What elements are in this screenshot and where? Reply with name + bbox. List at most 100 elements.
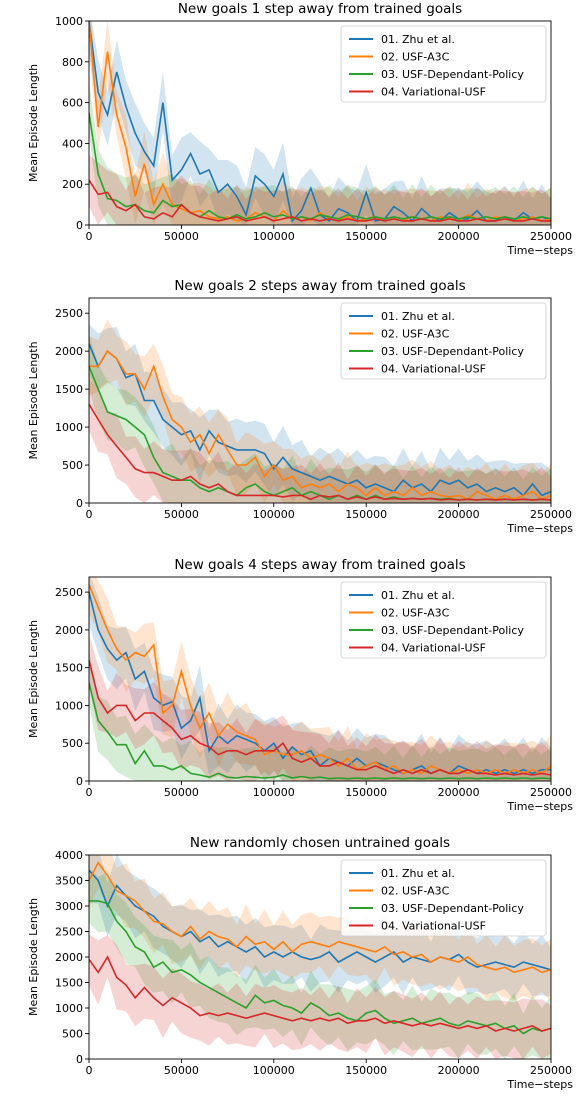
legend-box <box>340 302 547 380</box>
x-axis-label: Time−steps <box>506 244 573 257</box>
legend: 01. Zhu et al. 02. USF-A3C 03. USF-Dependa… <box>340 25 547 103</box>
y-tick-label: 2500 <box>55 926 83 939</box>
x-tick-label: 50000 <box>164 230 199 243</box>
x-tick-label: 250000 <box>530 1064 572 1077</box>
x-tick-label: 200000 <box>438 230 480 243</box>
x-tick-label: 250000 <box>530 786 572 799</box>
y-tick-label: 500 <box>62 737 83 750</box>
legend: 01. Zhu et al. 02. USF-A3C 03. USF-Dependa… <box>340 581 547 659</box>
chart-panel-1: New goals 1 step away from trained goals… <box>27 1 573 257</box>
legend-entry: 04. Variational-USF <box>381 86 486 99</box>
x-tick-label: 100000 <box>253 1064 295 1077</box>
line-zhu <box>89 869 551 971</box>
legend-box <box>340 859 547 937</box>
y-tick-label: 500 <box>62 459 83 472</box>
legend-entry: 04. Variational-USF <box>381 920 486 933</box>
band-variational-usf <box>89 934 551 1059</box>
legend-entry: 01. Zhu et al. <box>381 867 455 880</box>
legend: 01. Zhu et al. 02. USF-A3C 03. USF-Dependa… <box>340 302 547 380</box>
y-tick-label: 3000 <box>55 900 83 913</box>
chart-title: New randomly chosen untrained goals <box>190 835 450 851</box>
band-zhu <box>89 21 551 225</box>
legend-entry: 01. Zhu et al. <box>381 589 455 602</box>
y-tick-label: 800 <box>62 56 83 69</box>
y-tick-label: 1000 <box>55 1002 83 1015</box>
x-axis-label: Time−steps <box>506 1078 573 1091</box>
legend-entry: 01. Zhu et al. <box>381 33 455 46</box>
line-usf-a3c <box>89 584 551 775</box>
legend-entry: 03. USF-Dependant-Policy <box>381 345 524 358</box>
y-tick-label: 4000 <box>55 849 83 862</box>
y-axis-label: Mean Episode Length <box>27 341 40 459</box>
line-usf-dependant-policy <box>89 682 551 780</box>
x-tick-label: 200000 <box>438 1064 480 1077</box>
y-tick-label: 0 <box>76 1053 83 1066</box>
band-usf-a3c <box>89 319 551 503</box>
x-tick-label: 100000 <box>253 508 295 521</box>
chart-title: New goals 2 steps away from trained goal… <box>174 278 465 294</box>
legend-entry: 02. USF-A3C <box>381 51 450 64</box>
legend-entry: 02. USF-A3C <box>381 607 450 620</box>
band-usf-dependant-policy <box>89 333 551 503</box>
y-tick-label: 0 <box>76 219 83 232</box>
y-tick-label: 2000 <box>55 951 83 964</box>
line-usf-dependant-policy <box>89 112 551 220</box>
x-tick-label: 150000 <box>345 1064 387 1077</box>
band-usf-dependant-policy <box>89 868 551 1059</box>
band-usf-a3c <box>89 855 551 1002</box>
line-zhu <box>89 343 551 497</box>
y-tick-label: 2500 <box>55 307 83 320</box>
legend-entry: 03. USF-Dependant-Policy <box>381 68 524 81</box>
band-zhu <box>89 577 551 781</box>
x-tick-label: 250000 <box>530 508 572 521</box>
y-tick-label: 1500 <box>55 977 83 990</box>
legend-entry: 02. USF-A3C <box>381 328 450 341</box>
legend-entry: 01. Zhu et al. <box>381 310 455 323</box>
x-tick-label: 0 <box>86 1064 93 1077</box>
legend-entry: 03. USF-Dependant-Policy <box>381 902 524 915</box>
y-tick-label: 0 <box>76 497 83 510</box>
band-zhu <box>89 855 551 1000</box>
y-tick-label: 1000 <box>55 699 83 712</box>
y-tick-label: 3500 <box>55 875 83 888</box>
plot-area <box>89 21 551 225</box>
band-zhu <box>89 323 551 503</box>
x-tick-label: 150000 <box>345 786 387 799</box>
band-usf-a3c <box>89 577 551 781</box>
x-tick-label: 250000 <box>530 230 572 243</box>
line-variational-usf <box>89 955 551 1032</box>
x-tick-label: 0 <box>86 508 93 521</box>
y-tick-label: 1000 <box>55 15 83 28</box>
x-tick-label: 200000 <box>438 786 480 799</box>
legend-entry: 03. USF-Dependant-Policy <box>381 624 524 637</box>
y-tick-label: 600 <box>62 97 83 110</box>
line-variational-usf <box>89 403 551 501</box>
legend-box <box>340 25 547 103</box>
legend: 01. Zhu et al. 02. USF-A3C 03. USF-Dependa… <box>340 859 547 937</box>
legend-entry: 04. Variational-USF <box>381 642 486 655</box>
chart-title: New goals 4 steps away from trained goal… <box>174 557 465 573</box>
x-tick-label: 0 <box>86 786 93 799</box>
y-tick-label: 1500 <box>55 662 83 675</box>
chart-panel-4: New randomly chosen untrained goals 0 5000… <box>27 835 573 1091</box>
y-axis-label: Mean Episode Length <box>27 898 40 1016</box>
y-tick-label: 2000 <box>55 624 83 637</box>
axes-frame <box>88 297 552 504</box>
axes-frame <box>88 20 552 226</box>
chart-panel-3: New goals 4 steps away from trained goal… <box>27 557 573 813</box>
x-tick-label: 150000 <box>345 230 387 243</box>
plot-area <box>89 577 551 781</box>
x-tick-label: 50000 <box>164 1064 199 1077</box>
line-usf-dependant-policy <box>89 900 551 1035</box>
y-tick-label: 2500 <box>55 586 83 599</box>
x-tick-label: 0 <box>86 230 93 243</box>
band-variational-usf <box>89 379 551 503</box>
y-tick-label: 200 <box>62 178 83 191</box>
band-variational-usf <box>89 155 551 225</box>
y-tick-label: 0 <box>76 775 83 788</box>
plot-area <box>89 855 551 1059</box>
y-axis-label: Mean Episode Length <box>27 64 40 182</box>
x-tick-label: 100000 <box>253 230 295 243</box>
line-variational-usf <box>89 659 551 776</box>
